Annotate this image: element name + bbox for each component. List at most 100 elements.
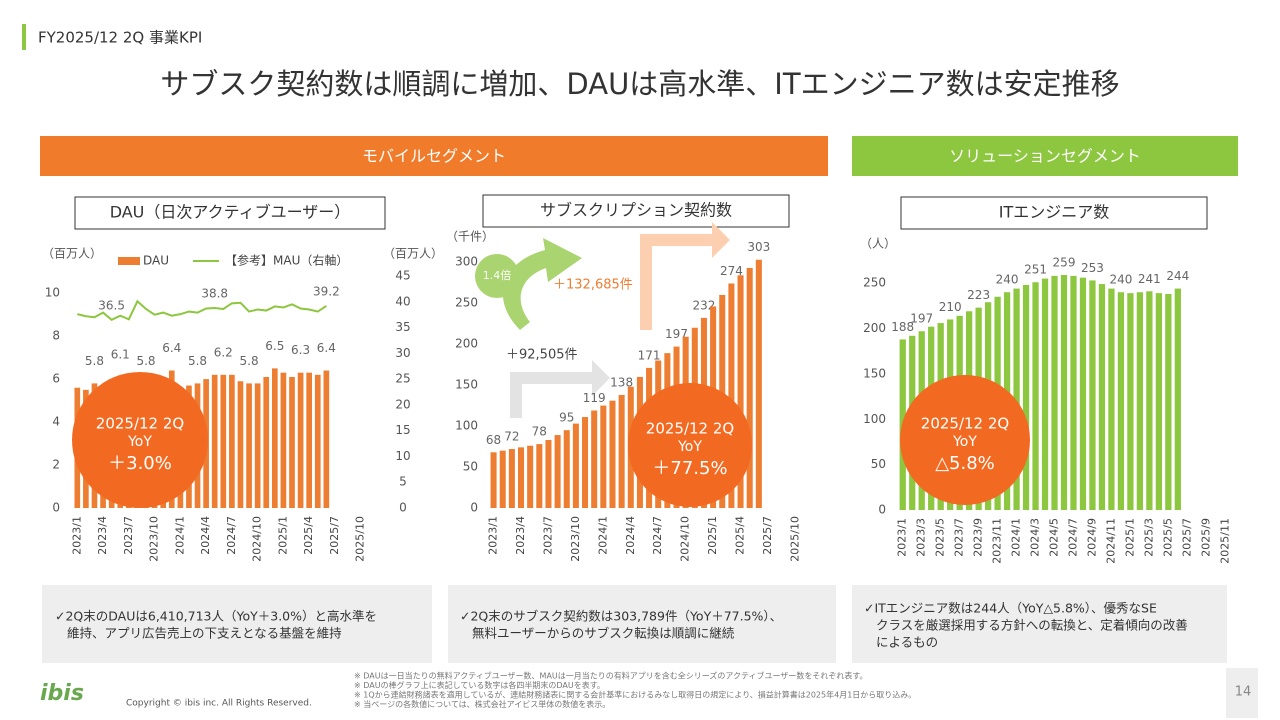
data-label: 6.2	[214, 345, 233, 359]
bar	[1032, 282, 1039, 510]
bar	[314, 374, 321, 508]
y-tick-label: 200	[455, 337, 478, 351]
callout-circle	[628, 383, 752, 507]
x-tick-label: 2023/7	[541, 516, 554, 555]
bar	[254, 383, 261, 508]
bar	[1165, 294, 1172, 510]
y2-tick-label: 25	[395, 372, 410, 386]
data-label: 210	[939, 300, 962, 314]
data-label: 197	[665, 327, 688, 341]
bar	[1127, 293, 1134, 510]
bar	[563, 430, 570, 508]
bar	[220, 374, 227, 508]
bar	[517, 447, 525, 508]
x-tick-label: 2025/10	[788, 516, 801, 562]
y-tick-label: 0	[470, 501, 478, 515]
x-tick-label: 2024/7	[651, 516, 664, 555]
x-tick-label: 2025/7	[1180, 518, 1193, 557]
y2-tick-label: 5	[399, 475, 407, 489]
x-tick-label: 2025/11	[1218, 518, 1231, 564]
note-box	[42, 585, 432, 663]
bar	[490, 452, 497, 508]
chart-title-box	[74, 196, 386, 230]
note-text: ✓2Q末のサブスク契約数は303,789件（YoY＋77.5%）、	[460, 609, 782, 624]
x-tick-label: 2023/1	[896, 518, 909, 557]
x-tick-label: 2025/1	[1123, 518, 1136, 557]
y-tick-label: 6	[52, 372, 60, 386]
x-tick-label: 2024/7	[225, 516, 238, 555]
legend-label: 【参考】MAU（右軸）	[225, 253, 348, 268]
x-tick-label: 2024/5	[1048, 518, 1061, 557]
annotation: ＋92,505件	[506, 348, 578, 363]
header-accent	[22, 24, 26, 50]
y2-tick-label: 35	[395, 320, 410, 334]
y-tick-label: 150	[863, 366, 886, 380]
bar	[1136, 292, 1144, 510]
x-tick-label: 2024/9	[1085, 518, 1098, 557]
data-label: 251	[1024, 263, 1047, 277]
bar	[1146, 291, 1153, 510]
ratio-arrow	[502, 238, 582, 330]
bar	[1013, 288, 1020, 510]
callout-circle	[72, 372, 208, 508]
bar	[1089, 280, 1096, 510]
x-tick-label: 2025/7	[328, 516, 341, 555]
bar	[1174, 288, 1181, 510]
bar	[755, 259, 762, 508]
y-tick-label: 4	[52, 415, 60, 429]
chart-title: サブスクリプション契約数	[540, 201, 732, 220]
data-label: 241	[1138, 272, 1161, 286]
callout-label: YoY	[952, 434, 977, 450]
data-label: 6.4	[162, 341, 181, 355]
y-tick-label: 0	[52, 501, 60, 515]
data-label: 6.4	[317, 341, 336, 355]
data-label: 68	[486, 433, 501, 447]
data-label: 39.2	[313, 284, 340, 298]
note-text: 維持、アプリ広告売上の下支えとなる基盤を維持	[67, 626, 342, 641]
line	[77, 299, 327, 322]
y2-axis-label: （百万人）	[383, 247, 443, 261]
x-tick-label: 2025/9	[1199, 518, 1212, 557]
y2-tick-label: 15	[395, 423, 410, 437]
data-label: 303	[747, 240, 770, 254]
bar	[582, 417, 589, 508]
y2-tick-label: 40	[395, 294, 410, 308]
data-label: 223	[967, 288, 990, 302]
growth-arrow	[640, 222, 730, 330]
bar	[306, 372, 313, 508]
bar	[536, 444, 543, 508]
x-tick-label: 2023/4	[96, 516, 109, 555]
bar	[545, 439, 552, 508]
footnote: ※ DAUは一日当たりの無料アクティブユーザー数、MAUは一月当たりの有料アプリ…	[354, 671, 868, 681]
bar	[1117, 292, 1125, 510]
data-label: 188	[891, 320, 914, 334]
bar	[1060, 274, 1068, 510]
logo: ibis	[40, 681, 84, 706]
slide-title: サブスク契約数は順調に増加、DAUは高水準、ITエンジニア数は安定推移	[160, 67, 1119, 101]
legend-label: DAU	[143, 254, 169, 268]
bar	[728, 283, 735, 508]
x-tick-label: 2025/7	[761, 516, 774, 555]
x-tick-label: 2025/3	[1142, 518, 1155, 557]
x-tick-label: 2023/10	[148, 516, 161, 562]
data-label: 244	[1166, 269, 1189, 283]
x-tick-label: 2024/10	[251, 516, 264, 562]
callout-circle	[900, 375, 1030, 505]
y2-tick-label: 10	[395, 449, 410, 463]
bar	[246, 383, 252, 508]
x-tick-label: 2024/1	[596, 516, 609, 555]
x-tick-label: 2024/1	[1010, 518, 1023, 557]
x-tick-label: 2024/4	[624, 516, 637, 555]
bar	[554, 435, 561, 508]
callout-value: △5.8%	[935, 453, 995, 474]
y-tick-label: 10	[45, 286, 60, 300]
callout-period: 2025/12 2Q	[921, 415, 1009, 433]
data-label: 171	[638, 348, 661, 362]
callout-value: ＋3.0%	[108, 453, 172, 474]
x-tick-label: 2023/4	[514, 516, 527, 555]
y-tick-label: 2	[52, 458, 60, 472]
x-tick-label: 2023/1	[487, 516, 500, 555]
note-text: ✓ITエンジニア数は244人（YoY△5.8%）、優秀なSE	[864, 601, 1157, 616]
y2-tick-label: 0	[399, 501, 407, 515]
